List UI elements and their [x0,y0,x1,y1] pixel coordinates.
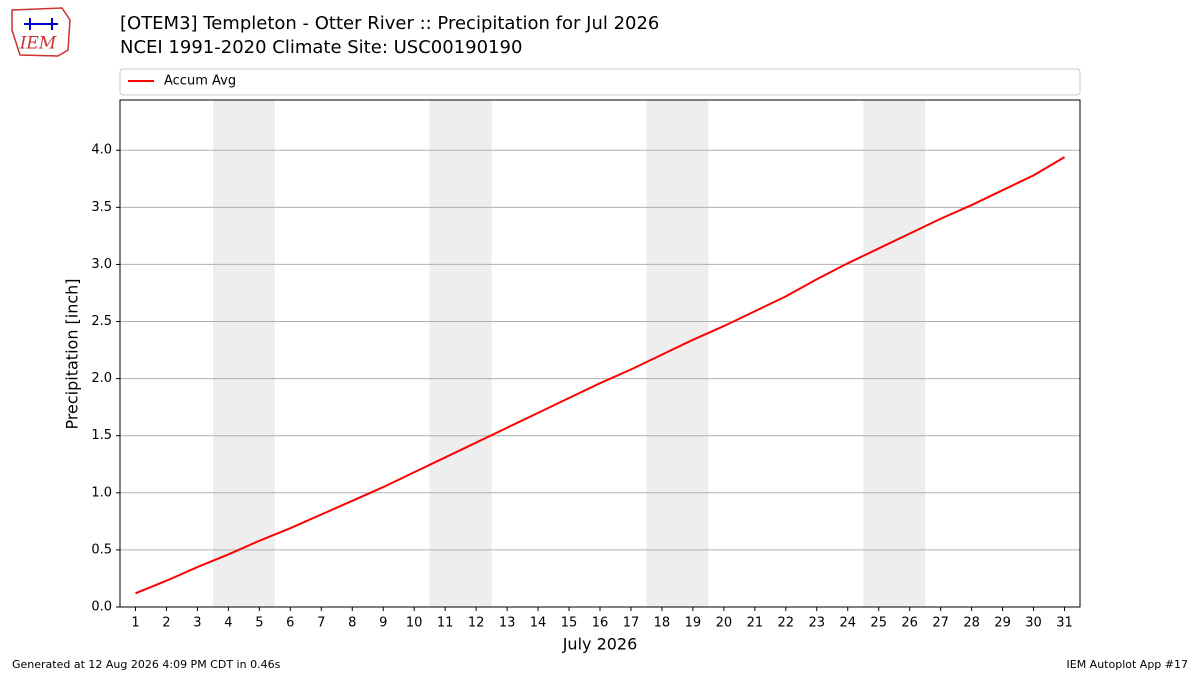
weekend-band [429,100,492,607]
y-tick-label: 3.5 [91,200,112,215]
y-tick-label: 1.5 [91,428,112,443]
y-tick-label: 2.5 [91,314,112,329]
x-tick-label: 19 [685,616,702,631]
y-tick-label: 0.0 [91,600,112,615]
x-tick-label: 13 [499,616,516,631]
x-tick-label: 10 [406,616,423,631]
x-tick-label: 26 [901,616,918,631]
x-tick-label: 20 [716,616,733,631]
x-tick-label: 18 [654,616,671,631]
x-tick-label: 1 [131,616,139,631]
x-tick-label: 25 [870,616,887,631]
x-tick-label: 11 [437,616,454,631]
series-line [135,156,1066,595]
x-tick-label: 21 [747,616,764,631]
x-tick-label: 16 [592,616,609,631]
x-tick-label: 23 [809,616,826,631]
y-axis-label: Precipitation [inch] [63,278,82,429]
x-tick-label: 7 [317,616,325,631]
chart-subtitle: NCEI 1991-2020 Climate Site: USC00190190 [120,37,522,58]
x-tick-label: 17 [623,616,640,631]
x-tick-label: 22 [778,616,795,631]
x-tick-label: 14 [530,616,547,631]
x-tick-label: 31 [1056,616,1073,631]
footer-left: Generated at 12 Aug 2026 4:09 PM CDT in … [12,658,281,671]
logo: IEM [11,7,71,57]
x-tick-label: 6 [286,616,294,631]
x-tick-label: 4 [224,616,232,631]
plot-frame [119,99,1081,608]
legend-label: Accum Avg [164,74,236,89]
legend-box [119,68,1081,96]
weekend-band [646,100,709,607]
x-tick-label: 3 [193,616,201,631]
x-tick-label: 28 [963,616,980,631]
weekend-band [863,100,926,607]
x-tick-label: 12 [468,616,485,631]
x-tick-label: 8 [348,616,356,631]
logo-text: IEM [19,34,57,54]
x-axis-label: July 2026 [562,635,638,654]
weekend-band [212,100,275,607]
x-tick-label: 9 [379,616,387,631]
x-tick-label: 27 [932,616,949,631]
x-tick-label: 15 [561,616,578,631]
footer-right: IEM Autoplot App #17 [1067,658,1189,671]
y-tick-label: 0.5 [91,542,112,557]
y-tick-label: 2.0 [91,371,112,386]
y-tick-label: 1.0 [91,485,112,500]
x-tick-label: 24 [839,616,856,631]
x-tick-label: 30 [1025,616,1042,631]
y-tick-label: 4.0 [91,143,112,158]
x-tick-label: 29 [994,616,1011,631]
y-tick-label: 3.0 [91,257,112,272]
chart-title: [OTEM3] Templeton - Otter River :: Preci… [120,13,659,34]
x-tick-label: 2 [162,616,170,631]
x-tick-label: 5 [255,616,263,631]
